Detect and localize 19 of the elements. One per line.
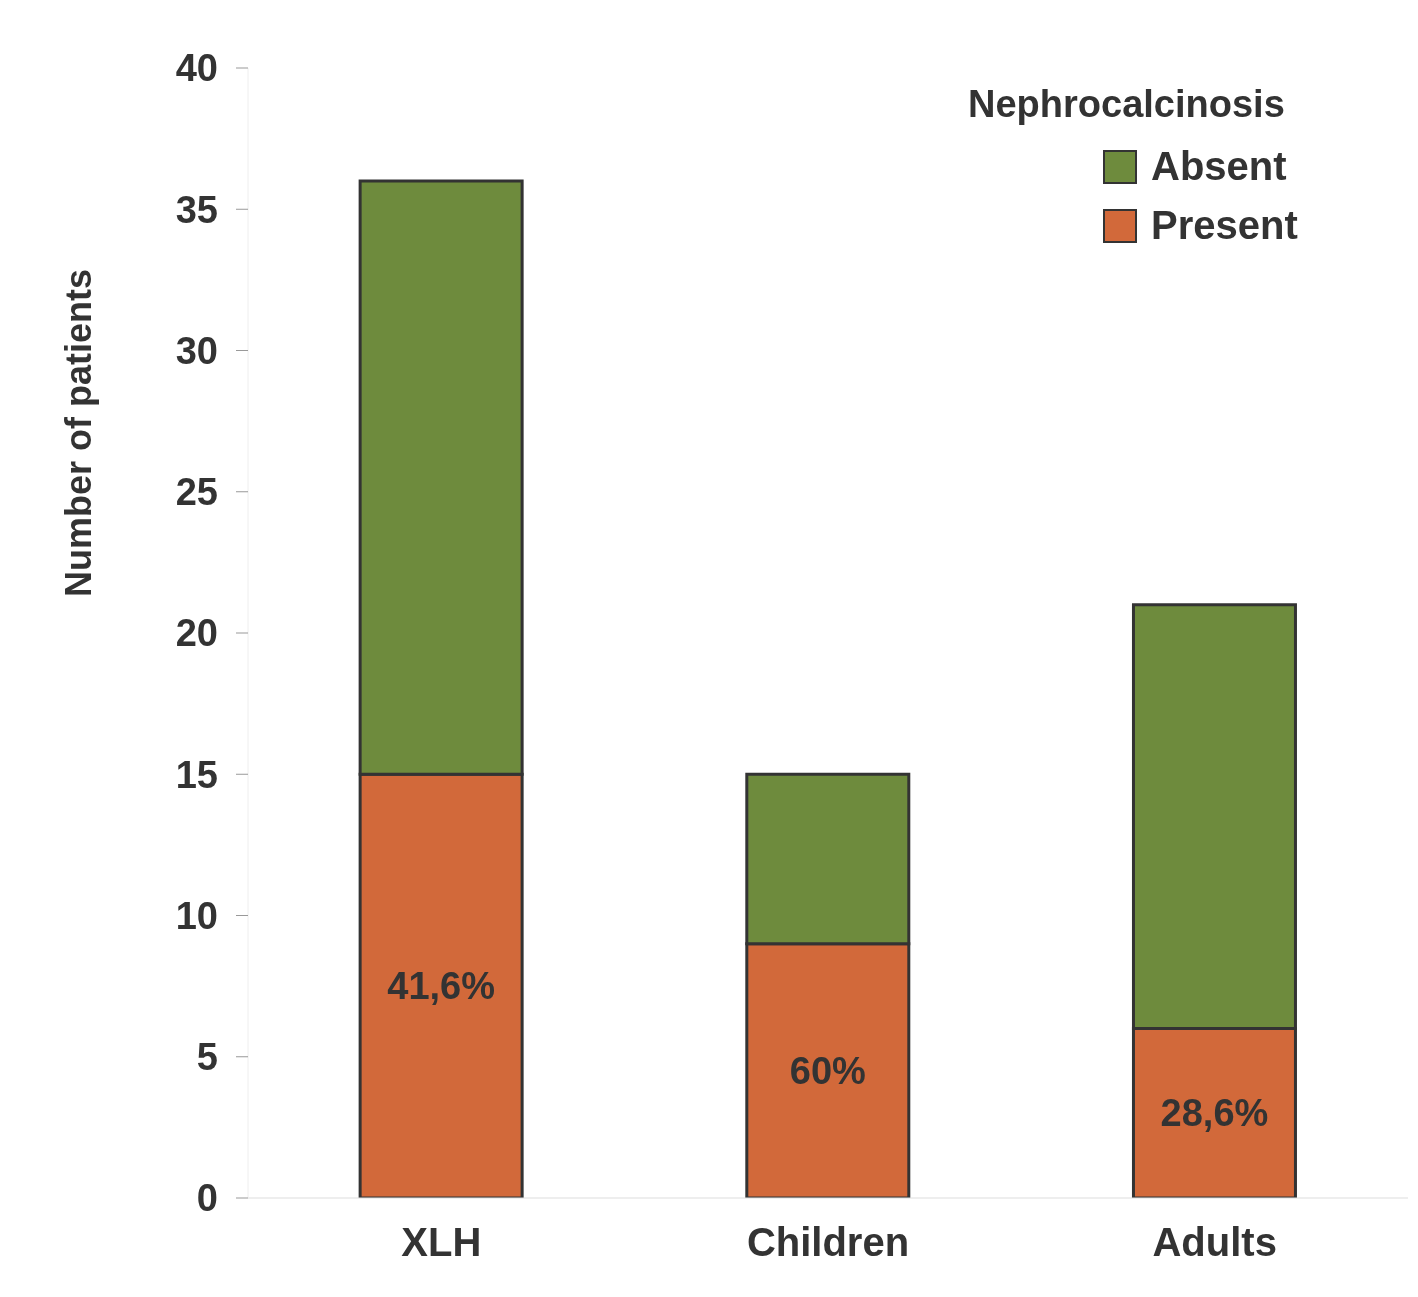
annotation: 41,6%: [387, 965, 496, 1008]
y-tick-label: 15: [175, 753, 218, 796]
y-tick-label: 5: [196, 1036, 218, 1079]
y-tick-label: 20: [175, 612, 218, 655]
y-tick-label: 30: [175, 329, 218, 372]
y-axis-title: Number of patients: [57, 268, 99, 598]
annotation: 60%: [789, 1049, 866, 1092]
annotation: 28,6%: [1160, 1092, 1269, 1135]
y-tick-label: 40: [175, 47, 218, 90]
legend-title: Nephrocalcinosis: [968, 83, 1286, 126]
y-tick-label: 35: [175, 188, 218, 231]
x-tick-label: Children: [746, 1220, 910, 1265]
y-tick-label: 0: [196, 1177, 218, 1220]
legend-label: Present: [1150, 203, 1299, 248]
x-tick-label: Adults: [1152, 1220, 1277, 1265]
x-tick-label: XLH: [401, 1220, 482, 1265]
y-tick-label: 25: [175, 471, 218, 514]
y-tick-label: 10: [175, 894, 218, 937]
legend-label: Absent: [1150, 144, 1288, 189]
